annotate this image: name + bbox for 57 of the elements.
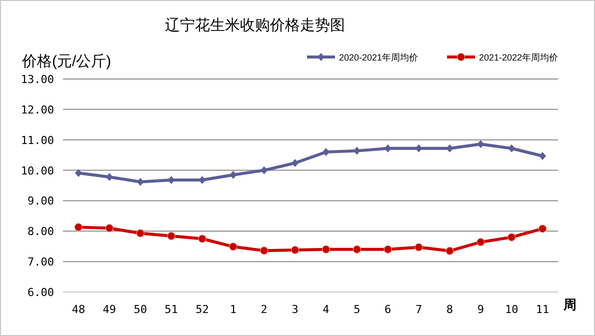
chart-title: 辽宁花生米收购价格走势图 xyxy=(165,17,345,34)
y-tick-label: 13.00 xyxy=(20,73,54,86)
point xyxy=(539,152,546,160)
y-axis-title: 价格(元/公斤) xyxy=(21,53,112,70)
point xyxy=(105,224,114,232)
point xyxy=(290,246,300,254)
point xyxy=(384,245,392,254)
y-tick-label: 10.00 xyxy=(20,164,54,178)
x-tick-label: 1 xyxy=(230,303,236,316)
x-tick-label: 7 xyxy=(415,303,422,316)
x-tick-label: 10 xyxy=(504,303,518,316)
x-tick-label: 3 xyxy=(292,303,298,316)
point xyxy=(322,148,330,156)
point xyxy=(322,245,330,254)
x-tick-label: 9 xyxy=(477,303,484,316)
point xyxy=(74,169,82,178)
y-tick-label: 12.00 xyxy=(20,103,54,116)
point xyxy=(136,229,144,238)
x-tick-label: 11 xyxy=(536,303,550,316)
point xyxy=(230,170,237,179)
x-tick-label: 52 xyxy=(196,303,209,316)
x-tick-label: 2 xyxy=(260,303,268,316)
x-tick-label: 5 xyxy=(354,303,360,316)
y-tick-label: 6.00 xyxy=(28,286,54,299)
y-tick-label: 9.00 xyxy=(28,194,54,208)
legend-label: 2020-2021年周均价 xyxy=(339,52,418,62)
x-tick-label: 51 xyxy=(164,303,178,316)
x-tick-label: 49 xyxy=(102,303,116,316)
point xyxy=(229,242,238,251)
y-tick-label: 11.00 xyxy=(20,134,54,147)
point xyxy=(414,243,423,252)
x-tick-label: 8 xyxy=(446,303,454,316)
point xyxy=(477,140,484,148)
point xyxy=(260,166,268,174)
point xyxy=(260,246,268,255)
point xyxy=(198,234,206,243)
point xyxy=(476,238,485,246)
x-tick-label: 6 xyxy=(384,303,392,316)
point xyxy=(446,144,454,152)
point xyxy=(136,178,144,186)
point xyxy=(508,144,516,152)
x-tick-label: 4 xyxy=(322,303,330,316)
point xyxy=(352,245,362,254)
point xyxy=(446,246,454,256)
y-tick-label: 7.00 xyxy=(28,256,54,269)
point xyxy=(167,232,176,240)
point xyxy=(384,144,392,152)
point xyxy=(74,223,83,232)
point xyxy=(292,158,299,167)
x-axis-title: 周 xyxy=(562,297,576,312)
x-tick-label: 50 xyxy=(134,303,147,316)
y-tick-label: 8.00 xyxy=(28,225,54,238)
x-tick-label: 48 xyxy=(72,303,86,316)
point xyxy=(507,233,516,242)
point xyxy=(106,172,113,181)
point xyxy=(538,224,547,233)
legend-label: 2021-2022年周均价 xyxy=(479,52,558,62)
